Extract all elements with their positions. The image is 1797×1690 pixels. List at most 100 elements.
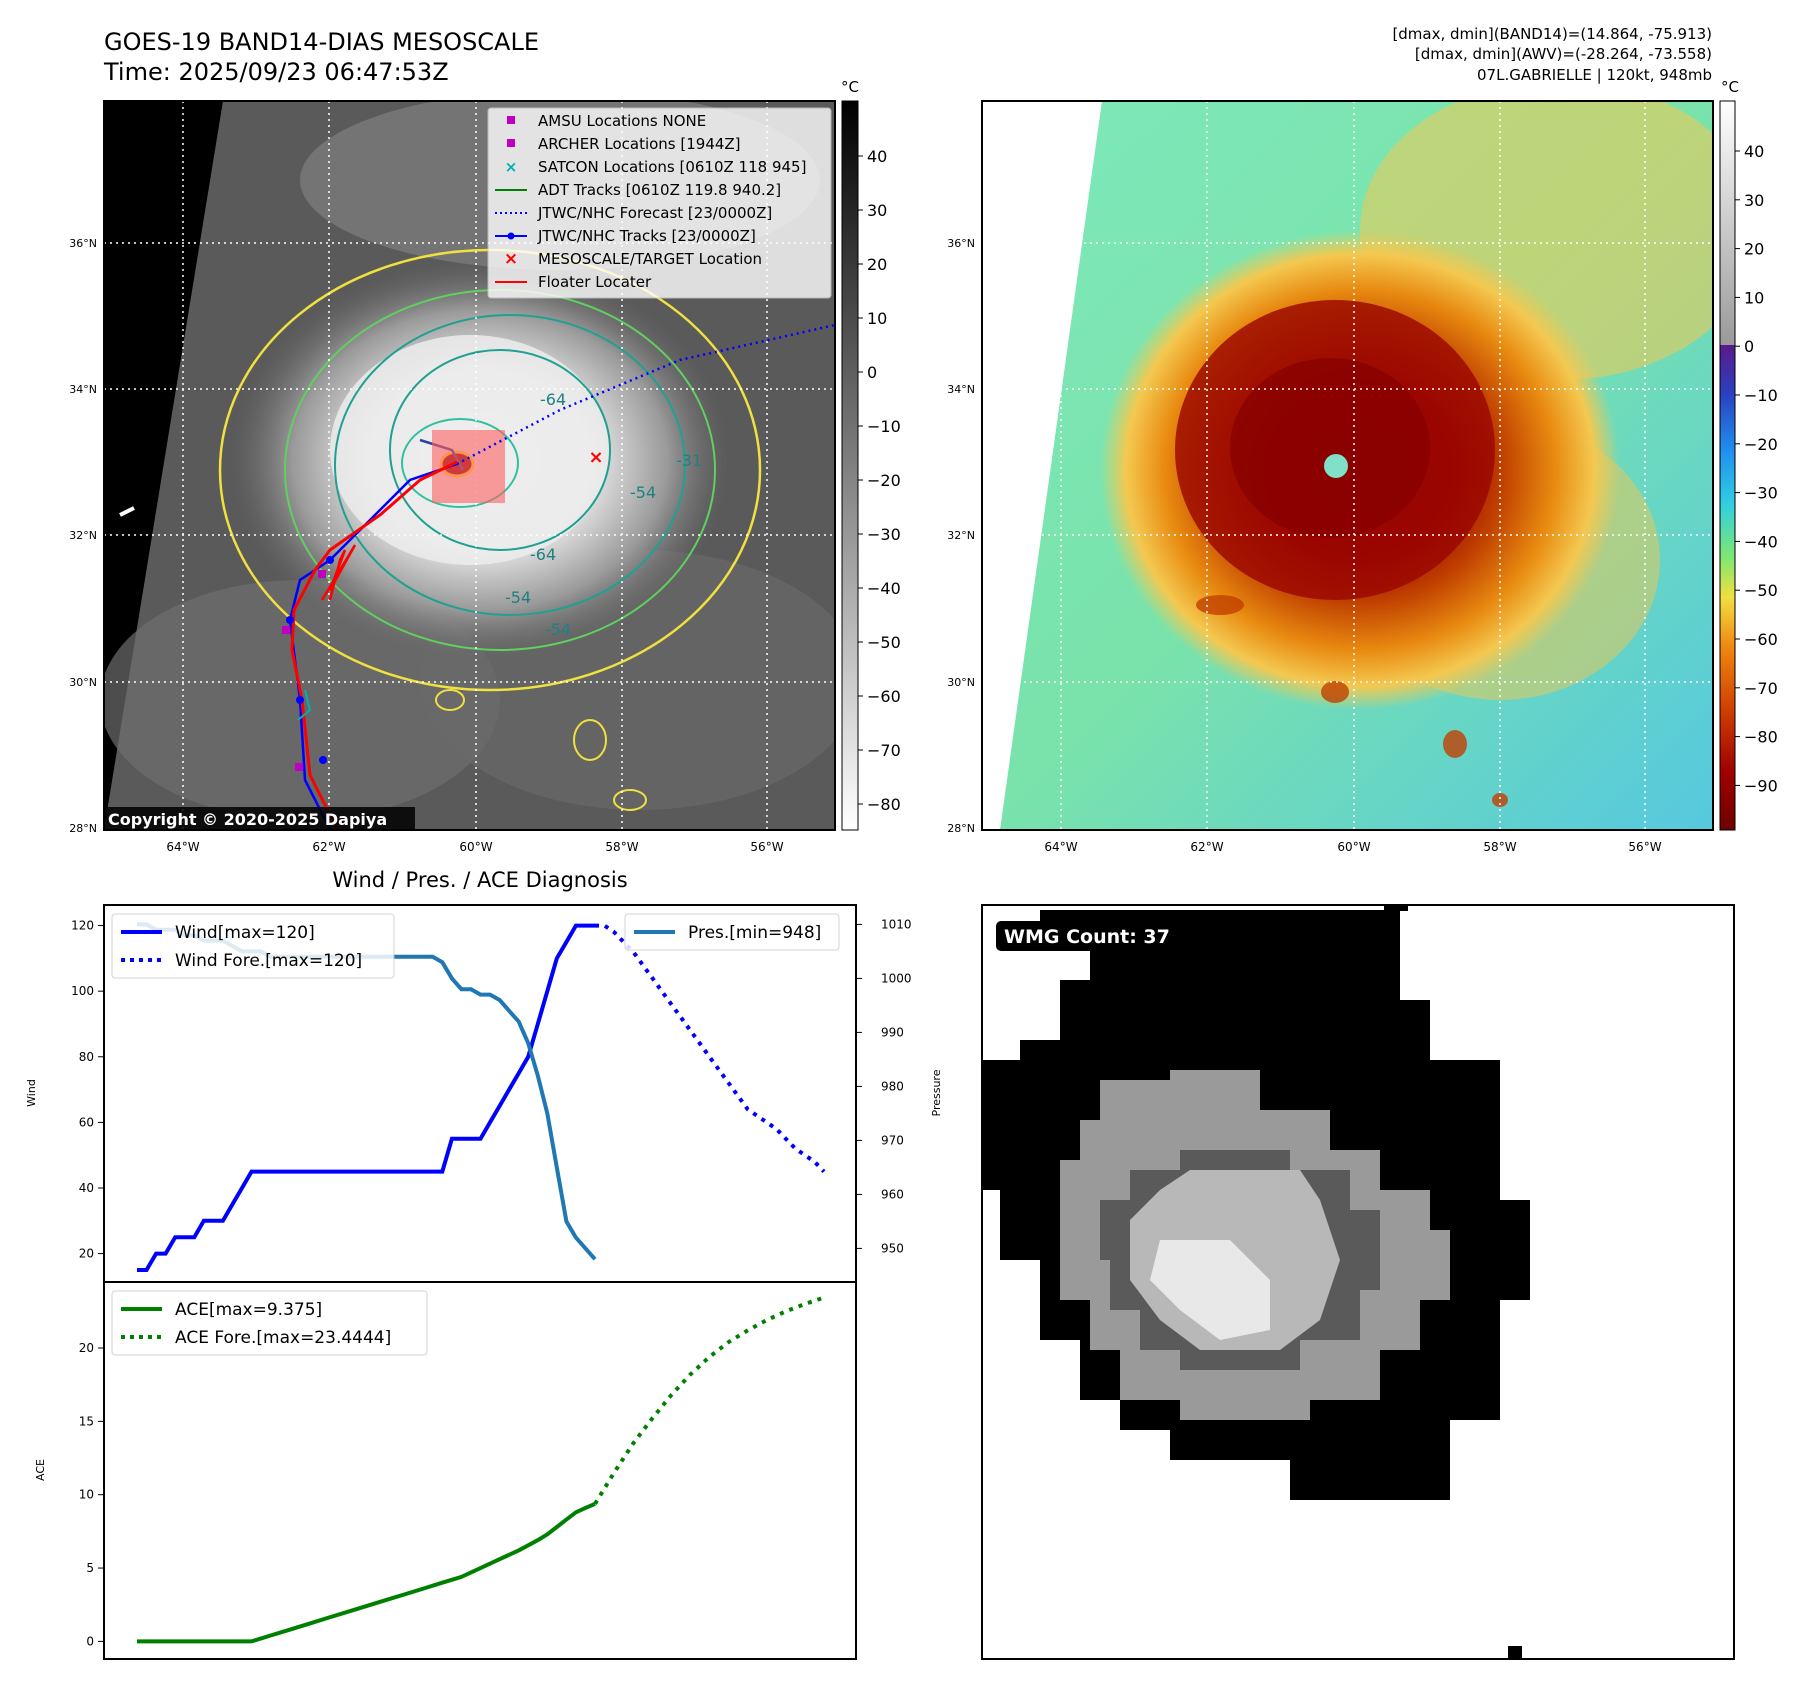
colorbar-tick-label: −40	[867, 579, 901, 598]
lat-label: 30°N	[947, 676, 975, 689]
colorbar-tick-label: 0	[1744, 337, 1754, 356]
ir-gray-map: -64 -64 -54 -54 -54 -31	[104, 101, 835, 830]
lon-label: 60°W	[459, 840, 492, 854]
storm-info: 07L.GABRIELLE | 120kt, 948mb	[1477, 66, 1712, 84]
series-line	[137, 923, 595, 1272]
colorbar-tick-label: −20	[1744, 435, 1778, 454]
legend-adt: ADT Tracks [0610Z 119.8 940.2]	[538, 181, 781, 199]
square-marker-icon	[507, 139, 515, 147]
legend-archer: ARCHER Locations [1944Z]	[538, 135, 741, 153]
colorbar-tick-label: −30	[867, 525, 901, 544]
y2-tick-label: 1010	[881, 917, 912, 931]
y2-tick-label: 960	[881, 1187, 904, 1201]
legend-pressure: Pres.[min=948]	[688, 923, 821, 943]
lon-label: 58°W	[1483, 840, 1516, 854]
legend-satcon: SATCON Locations [0610Z 118 945]	[538, 158, 806, 176]
y-tick-label: 80	[79, 1050, 94, 1064]
ace-legend: ACE[max=9.375] ACE Fore.[max=23.4444]	[111, 1290, 428, 1356]
y-tick-label: 120	[71, 919, 94, 933]
contour-label: -31	[676, 451, 702, 470]
y2-tick-label: 1000	[881, 971, 912, 985]
dmax-awv: [dmax, dmin](AWV)=(-28.264, -73.558)	[1415, 45, 1712, 63]
colorbar-tick-label: −80	[867, 795, 901, 814]
diagnosis-title: Wind / Pres. / ACE Diagnosis	[332, 868, 627, 892]
colorbar-tick-label: 20	[1744, 240, 1764, 259]
lon-label: 64°W	[166, 840, 199, 854]
lat-label: 34°N	[947, 383, 975, 396]
legend-floater: Floater Locater	[538, 273, 652, 291]
lat-label: 36°N	[947, 237, 975, 250]
figure-time: Time: 2025/09/23 06:47:53Z	[103, 58, 449, 86]
y-tick-label: 20	[79, 1247, 94, 1261]
y-tick-label: 60	[79, 1115, 94, 1129]
y2-tick-label: 990	[881, 1025, 904, 1039]
colorbar-tick-label: −20	[867, 471, 901, 490]
left-map-axes: 36°N 34°N 32°N 30°N 28°N 64°W 62°W 60°W …	[69, 237, 783, 854]
wmg-eye	[1150, 1240, 1270, 1340]
lat-label: 36°N	[69, 237, 97, 250]
lat-label: 34°N	[69, 383, 97, 396]
legend-amsu: AMSU Locations NONE	[538, 112, 706, 130]
colorbar-tick-label: −90	[1744, 776, 1778, 795]
series-line	[595, 923, 826, 1173]
lat-label: 32°N	[69, 529, 97, 542]
series-line	[593, 1295, 825, 1505]
y-tick-label: 10	[79, 1488, 94, 1502]
color-colorbar: °C 40 30 20 10 0 −10 −20 −30 −40 −50 −60 −70 −80 −90	[1719, 78, 1778, 831]
contour-label: -54	[505, 588, 531, 607]
y-tick-label: 0	[86, 1634, 94, 1648]
y-tick-label: 5	[86, 1561, 94, 1575]
square-marker-icon	[507, 116, 515, 124]
lon-label: 60°W	[1337, 840, 1370, 854]
lon-label: 58°W	[605, 840, 638, 854]
colorbar-tick-label: 30	[1744, 191, 1764, 210]
colorbar-tick-label: −50	[867, 633, 901, 652]
lat-label: 30°N	[69, 676, 97, 689]
wmg-panel: WMG Count: 37	[981, 904, 1735, 1660]
contour-label: -54	[545, 620, 571, 639]
lon-label: 62°W	[1190, 840, 1223, 854]
ace-chart: 0 5 10 15 20 ACE ACE[max=9.375] ACE Fore.[ma…	[34, 1281, 857, 1660]
copyright-label: Copyright © 2020-2025 Dapiya	[108, 810, 387, 829]
y-tick-label: 20	[79, 1341, 94, 1355]
colorbar-tick-label: −50	[1744, 581, 1778, 600]
lat-label: 28°N	[947, 822, 975, 835]
ace-axis-label: ACE	[34, 1459, 47, 1481]
floater-box	[432, 430, 505, 503]
legend-mesoscale: MESOSCALE/TARGET Location	[538, 250, 762, 268]
figure-title: GOES-19 BAND14-DIAS MESOSCALE	[104, 28, 539, 56]
colorbar-tick-label: −30	[1744, 484, 1778, 503]
contour-label: -54	[630, 483, 656, 502]
lat-label: 32°N	[947, 529, 975, 542]
legend-wind-forecast: Wind Fore.[max=120]	[175, 951, 362, 971]
gray-colorbar: °C 40 30 20 10 0 −10 −20 −30 −40 −50 −60 −70 −80	[841, 78, 901, 831]
legend-ace-forecast: ACE Fore.[max=23.4444]	[175, 1328, 391, 1348]
right-map-axes: 36°N 34°N 32°N 30°N 28°N 64°W 62°W 60°W …	[947, 237, 1661, 854]
colorbar-tick-label: 10	[867, 309, 887, 328]
colorbar-tick-label: 0	[867, 363, 877, 382]
colorbar-tick-label: 10	[1744, 288, 1764, 307]
legend-jtwc-forecast: JTWC/NHC Forecast [23/0000Z]	[537, 204, 772, 222]
colorbar-tick-label: 40	[1744, 142, 1764, 161]
contour-label: -64	[540, 390, 566, 409]
colorbar-tick-label: −10	[1744, 386, 1778, 405]
y-tick-label: 15	[79, 1414, 94, 1428]
lon-label: 62°W	[312, 840, 345, 854]
colorbar-unit: °C	[1721, 78, 1739, 96]
colorbar-tick-label: 20	[867, 255, 887, 274]
colorbar-tick-label: −60	[867, 687, 901, 706]
colorbar-tick-label: −70	[1744, 679, 1778, 698]
svg-text:×: ×	[588, 447, 603, 468]
map-legend: AMSU Locations NONE ARCHER Locations [19…	[487, 107, 832, 299]
legend-ace: ACE[max=9.375]	[175, 1300, 322, 1320]
dmax-band14: [dmax, dmin](BAND14)=(14.864, -75.913)	[1392, 25, 1712, 43]
ir-color-map	[982, 101, 1713, 830]
colorbar-tick-label: 30	[867, 201, 887, 220]
y2-tick-label: 970	[881, 1133, 904, 1147]
wind-legend: Wind[max=120] Wind Fore.[max=120]	[111, 913, 395, 979]
y2-tick-label: 950	[881, 1241, 904, 1255]
pressure-axis-label: Pressure	[930, 1069, 943, 1116]
colorbar-tick-label: 40	[867, 147, 887, 166]
colorbar-tick-label: −70	[867, 741, 901, 760]
